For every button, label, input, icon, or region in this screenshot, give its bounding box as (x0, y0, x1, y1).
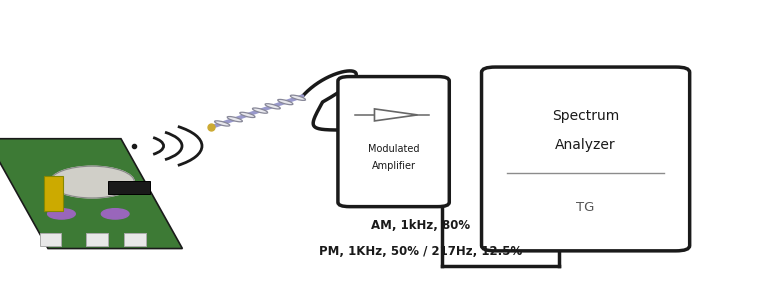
Ellipse shape (265, 104, 280, 109)
FancyBboxPatch shape (124, 233, 146, 246)
Text: Modulated: Modulated (368, 144, 419, 154)
Ellipse shape (214, 121, 230, 126)
Circle shape (48, 209, 75, 219)
Ellipse shape (290, 95, 306, 100)
FancyBboxPatch shape (86, 233, 108, 246)
Text: Analyzer: Analyzer (555, 138, 616, 152)
Circle shape (101, 209, 129, 219)
Text: Amplifier: Amplifier (372, 161, 415, 171)
FancyBboxPatch shape (45, 176, 63, 211)
Ellipse shape (253, 108, 267, 113)
Ellipse shape (278, 99, 293, 105)
Text: AM, 1kHz, 80%: AM, 1kHz, 80% (371, 219, 470, 232)
FancyBboxPatch shape (40, 233, 61, 246)
FancyBboxPatch shape (108, 181, 150, 194)
Text: Spectrum: Spectrum (552, 109, 619, 123)
Ellipse shape (227, 116, 243, 122)
Text: TG: TG (577, 201, 594, 214)
FancyBboxPatch shape (338, 77, 449, 207)
Polygon shape (375, 109, 418, 121)
Circle shape (50, 166, 134, 198)
Polygon shape (0, 139, 183, 249)
FancyBboxPatch shape (482, 67, 690, 251)
Ellipse shape (240, 112, 255, 118)
Text: PM, 1KHz, 50% / 217Hz, 12.5%: PM, 1KHz, 50% / 217Hz, 12.5% (319, 245, 522, 258)
